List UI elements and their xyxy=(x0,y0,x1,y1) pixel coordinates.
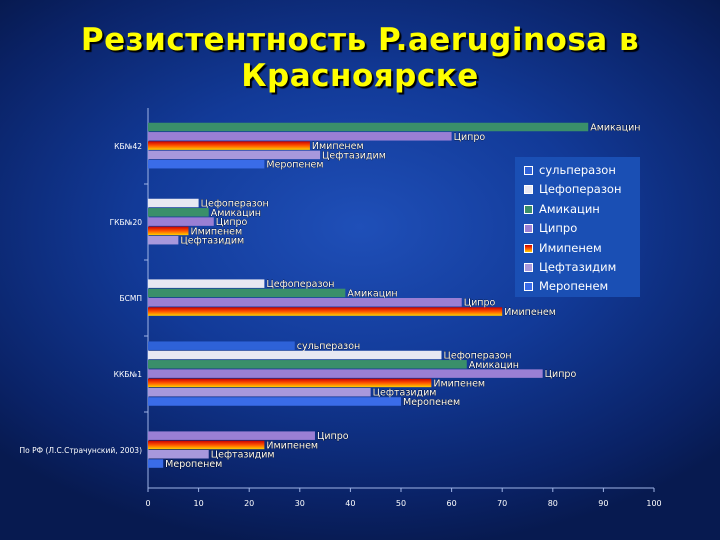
bar-data-label: Имипенем xyxy=(266,440,318,451)
legend-item: Цефоперазон xyxy=(524,180,640,199)
bar xyxy=(148,378,432,388)
x-tick-label: 80 xyxy=(548,499,558,508)
bar xyxy=(148,459,164,468)
legend-swatch xyxy=(524,262,533,272)
bar xyxy=(148,431,315,440)
bar xyxy=(148,341,295,350)
legend-swatch xyxy=(524,243,533,253)
legend-item: Меропенем xyxy=(524,277,640,296)
legend-swatch xyxy=(524,282,533,292)
legend-swatch xyxy=(524,185,533,195)
legend-item: Имипенем xyxy=(524,239,640,258)
bar xyxy=(148,440,265,450)
category-label: КБ№42 xyxy=(114,142,142,151)
bar xyxy=(148,141,310,150)
slide-title: Резистентность P.aeruginosa в Красноярск… xyxy=(0,22,720,94)
bar-data-label: сульперазон xyxy=(297,341,361,352)
legend-label: сульперазон xyxy=(539,163,616,177)
bar-data-label: Ципро xyxy=(464,298,496,309)
bar xyxy=(148,298,462,307)
bar xyxy=(148,369,543,378)
bar xyxy=(148,208,209,217)
bar-data-label: Имипенем xyxy=(433,378,485,389)
bar-data-label: Цефтазидим xyxy=(373,388,437,399)
legend-swatch xyxy=(524,204,533,214)
bar-data-label: Ципро xyxy=(216,217,248,228)
x-tick-label: 0 xyxy=(145,499,150,508)
x-tick-label: 20 xyxy=(244,499,254,508)
legend-label: Имипенем xyxy=(539,240,602,255)
bar-data-label: Амикацин xyxy=(469,360,519,371)
bar-data-label: Цефтазидим xyxy=(180,236,244,247)
bar-data-label: Имипенем xyxy=(504,307,556,318)
bar-data-label: Амикацин xyxy=(590,122,640,133)
bar-data-label: Имипенем xyxy=(312,141,364,152)
bar-data-label: Ципро xyxy=(545,369,577,380)
bar-data-label: Ципро xyxy=(454,132,486,143)
bar-data-label: Цефоперазон xyxy=(201,198,269,209)
x-tick-label: 50 xyxy=(396,499,406,508)
bar xyxy=(148,307,503,316)
legend-label: Амикацин xyxy=(539,201,600,216)
x-tick-label: 90 xyxy=(598,499,608,508)
legend-label: Цефоперазон xyxy=(539,182,622,197)
bar-data-label: Цефтазидим xyxy=(211,450,275,461)
bar xyxy=(148,150,321,160)
bar-data-label: Амикацин xyxy=(211,208,261,219)
legend-label: Цефтазидим xyxy=(539,259,617,274)
bar-data-label: Цефоперазон xyxy=(266,279,334,290)
bar xyxy=(148,288,346,298)
bar xyxy=(148,350,442,360)
bar xyxy=(148,387,371,397)
category-label: По РФ (Л.С.Страчунский, 2003) xyxy=(20,446,143,455)
category-label: ККБ№1 xyxy=(114,370,143,379)
legend-swatch xyxy=(524,224,533,234)
legend-item: Цефтазидим xyxy=(524,258,640,277)
category-label: БСМП xyxy=(120,294,143,303)
legend-item: сульперазон xyxy=(524,161,640,180)
x-tick-label: 70 xyxy=(497,499,507,508)
bar xyxy=(148,226,189,236)
bar-data-label: Меропенем xyxy=(403,397,460,408)
bar xyxy=(148,132,452,141)
legend-swatch xyxy=(524,166,533,175)
bar-data-label: Меропенем xyxy=(266,160,323,171)
bar-data-label: Цефтазидим xyxy=(322,150,386,161)
bar xyxy=(148,397,401,406)
chart-legend: сульперазон Цефоперазон Амикацин Ципро Имипе… xyxy=(515,157,640,297)
category-label: ГКБ№20 xyxy=(110,218,143,227)
bar xyxy=(148,360,467,369)
bar xyxy=(148,450,209,459)
bar xyxy=(148,159,265,169)
legend-item: Ципро xyxy=(524,219,640,238)
legend-label: Меропенем xyxy=(539,279,609,294)
x-tick-label: 10 xyxy=(194,499,204,508)
x-tick-label: 30 xyxy=(295,499,305,508)
x-tick-label: 60 xyxy=(447,499,457,508)
slide-title-line-1: Резистентность P.aeruginosa в xyxy=(80,22,640,58)
x-tick-label: 100 xyxy=(646,499,661,508)
slide-title-line-2: Красноярске xyxy=(241,58,479,94)
bar xyxy=(148,279,265,288)
bar xyxy=(148,217,214,226)
bar-data-label: Ципро xyxy=(317,431,349,442)
bar-data-label: Цефоперазон xyxy=(443,350,511,361)
x-tick-label: 40 xyxy=(345,499,355,508)
bar-data-label: Амикацин xyxy=(347,288,397,299)
bar xyxy=(148,122,589,132)
bar xyxy=(148,235,179,245)
legend-item: Амикацин xyxy=(524,200,640,219)
legend-label: Ципро xyxy=(539,221,578,236)
bar-data-label: Имипенем xyxy=(190,226,242,237)
bar xyxy=(148,198,199,208)
bar-data-label: Меропенем xyxy=(165,459,222,470)
